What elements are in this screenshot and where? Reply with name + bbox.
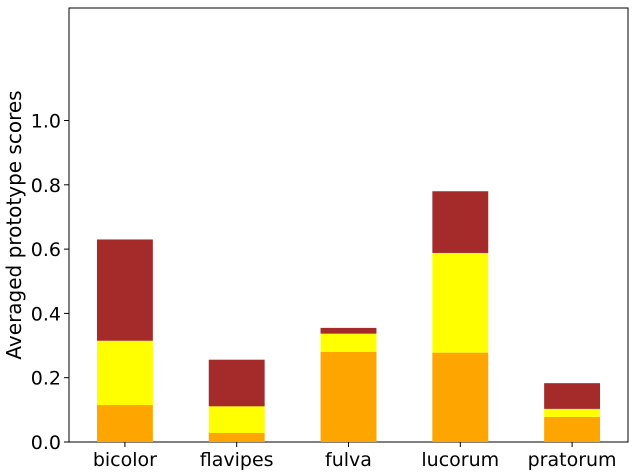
bar-fulva-segment-2 bbox=[320, 333, 377, 352]
bar-flavipes-segment-2 bbox=[208, 406, 265, 433]
x-tick-label-bicolor: bicolor bbox=[93, 449, 157, 471]
y-tick-label: 0.6 bbox=[31, 239, 61, 261]
bar-lucorum-segment-2 bbox=[432, 252, 489, 353]
x-tick-label-fulva: fulva bbox=[325, 449, 372, 471]
y-tick-label: 0.8 bbox=[31, 175, 61, 197]
x-tick-label-flavipes: flavipes bbox=[200, 449, 274, 471]
y-axis-label: Averaged prototype scores bbox=[2, 90, 26, 359]
x-tick-label-lucorum: lucorum bbox=[421, 449, 499, 471]
bars bbox=[96, 191, 601, 442]
y-tick-label: 0.2 bbox=[31, 368, 61, 390]
bar-lucorum-segment-1 bbox=[432, 352, 489, 442]
y-axis: 0.0 0.2 0.4 0.6 0.8 1.0 bbox=[31, 111, 69, 454]
bar-pratorum-segment-2 bbox=[544, 408, 601, 417]
bar-pratorum-segment-1 bbox=[544, 416, 601, 442]
bar-lucorum-segment-3 bbox=[432, 191, 489, 253]
y-tick-label: 1.0 bbox=[31, 111, 61, 133]
y-tick-label: 0.0 bbox=[31, 432, 61, 454]
bar-bicolor-segment-3 bbox=[96, 239, 153, 341]
bar-pratorum-segment-3 bbox=[544, 383, 601, 409]
bar-bicolor-segment-1 bbox=[96, 405, 153, 442]
bar-flavipes-segment-1 bbox=[208, 432, 265, 442]
bar-fulva-segment-1 bbox=[320, 351, 377, 442]
y-tick-label: 0.4 bbox=[31, 303, 61, 325]
bar-fulva-segment-3 bbox=[320, 327, 377, 334]
x-axis: bicolor flavipes fulva lucorum pratorum bbox=[93, 442, 617, 471]
bar-bicolor-segment-2 bbox=[96, 340, 153, 406]
bar-flavipes-segment-3 bbox=[208, 359, 265, 407]
x-tick-label-pratorum: pratorum bbox=[528, 449, 617, 471]
